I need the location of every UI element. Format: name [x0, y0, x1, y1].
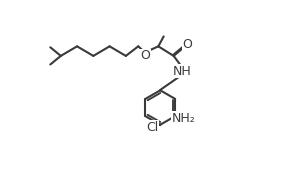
Text: Cl: Cl [146, 120, 158, 133]
Text: O: O [140, 49, 150, 62]
Text: NH: NH [173, 65, 192, 78]
Text: NH₂: NH₂ [172, 112, 196, 125]
Text: O: O [183, 37, 192, 50]
